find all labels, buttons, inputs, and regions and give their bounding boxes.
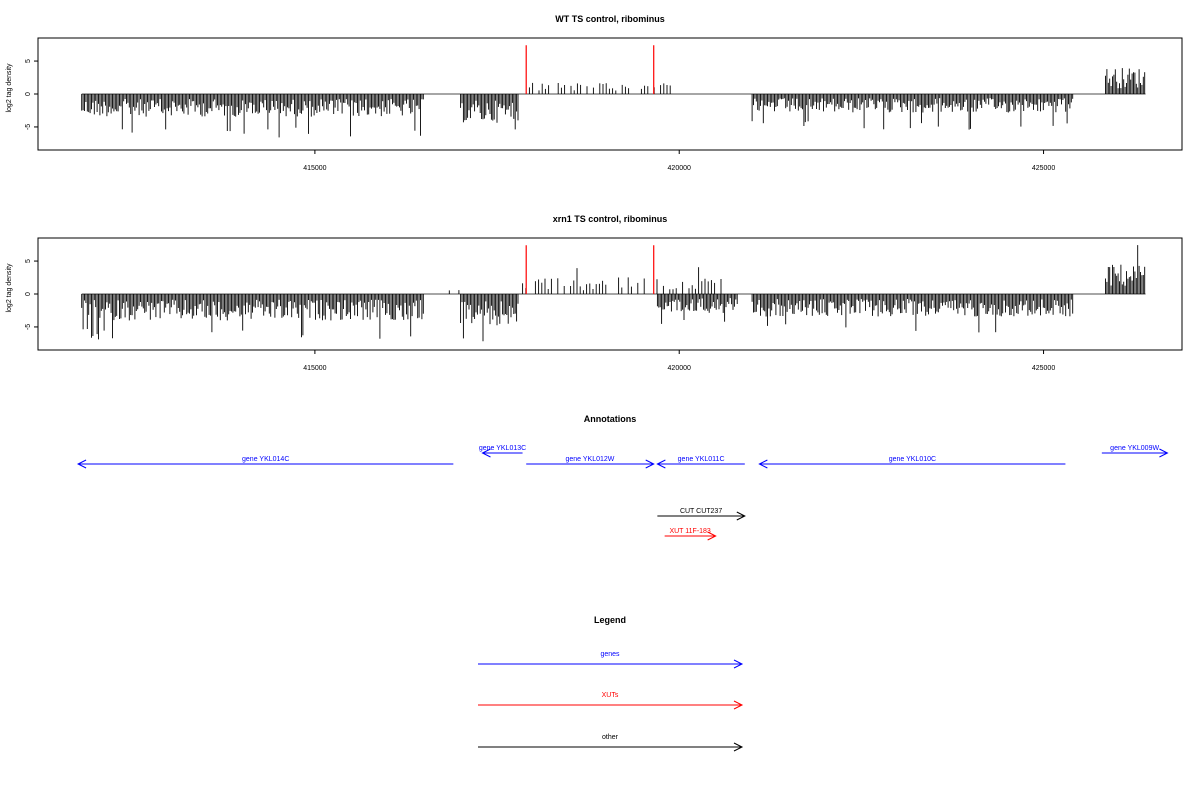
- wt-x-tick-label: 420000: [668, 165, 691, 172]
- wt-x-tick-label: 415000: [303, 165, 326, 172]
- legend-item-other: other: [478, 734, 744, 752]
- feature-gene: gene YKL010C: [758, 456, 1066, 469]
- feature-label: gene YKL012W: [566, 456, 615, 463]
- feature-arrow: [481, 448, 523, 458]
- feature-gene: gene YKL013C: [479, 445, 526, 458]
- feature-xut: XUT 11F-183: [664, 528, 717, 541]
- arrow-head: [733, 742, 744, 752]
- density-series-minus: [656, 294, 738, 324]
- legend-label: XUTs: [602, 692, 619, 699]
- xrn1-plot-area: [34, 237, 1183, 354]
- arrow-head: [733, 700, 744, 710]
- feature-gene: gene YKL014C: [76, 456, 454, 469]
- wt-y-tick-label: 0: [25, 92, 32, 96]
- feature-label: gene YKL013C: [479, 445, 526, 452]
- xrn1-y-tick-label: 0: [25, 292, 32, 296]
- legend-item-xut: XUTs: [478, 692, 744, 710]
- feature-arrow: [656, 459, 745, 469]
- density-series-plus: [1105, 68, 1146, 94]
- density-series-minus: [751, 94, 1074, 130]
- wt-x-tick-labels: 415000 420000 425000: [303, 165, 1055, 172]
- legend-item-gene: genes: [478, 651, 744, 669]
- xrn1-x-tick-labels: 415000 420000 425000: [303, 365, 1055, 372]
- legend-title: Legend: [594, 615, 626, 625]
- feature-arrow: [758, 459, 1066, 469]
- arrow-head: [481, 448, 491, 458]
- wt-x-tick-label: 425000: [1032, 165, 1055, 172]
- density-series-minus: [751, 294, 1074, 333]
- density-series-plus: [1105, 245, 1146, 294]
- density-series-minus: [81, 294, 424, 340]
- arrow-head: [733, 659, 744, 669]
- feature-arrow: [478, 742, 744, 752]
- feature-arrow: [478, 659, 744, 669]
- xrn1-density-panel: xrn1 TS control, ribominus log2 tag dens…: [6, 214, 1183, 372]
- xrn1-x-tick-label: 420000: [668, 365, 691, 372]
- feature-label: gene YKL014C: [242, 456, 289, 463]
- arrow-head: [76, 459, 87, 469]
- feature-arrow: [657, 511, 746, 521]
- feature-arrow: [478, 700, 744, 710]
- wt-plot-area: [34, 37, 1183, 154]
- feature-label: CUT CUT237: [680, 508, 722, 515]
- xrn1-y-tick-label: 5: [25, 259, 32, 263]
- xrn1-y-axis-label: log2 tag density: [6, 263, 13, 313]
- wt-y-tick-labels: -5 0 5: [25, 59, 32, 130]
- density-series-minus: [460, 94, 519, 130]
- feature-other: CUT CUT237: [657, 508, 746, 521]
- feature-list: gene YKL014C gene YKL013C gene YKL012W gene…: [76, 445, 1169, 541]
- legend-label: genes: [600, 651, 620, 658]
- feature-arrow: [664, 531, 717, 541]
- feature-arrow: [526, 459, 655, 469]
- xrn1-y-tick-labels: -5 0 5: [25, 259, 32, 330]
- arrow-head: [645, 459, 655, 469]
- density-series-minus: [81, 94, 424, 138]
- wt-panel-title: WT TS control, ribominus: [555, 14, 665, 24]
- arrow-head: [707, 531, 717, 541]
- legend: Legend genes XUTs other: [478, 615, 744, 752]
- density-series-plus: [522, 267, 722, 294]
- feature-gene: gene YKL011C: [656, 456, 745, 469]
- arrow-head: [656, 459, 666, 469]
- feature-label: XUT 11F-183: [669, 528, 710, 535]
- wt-y-tick-label: -5: [25, 124, 32, 130]
- wt-y-tick-label: 5: [25, 59, 32, 63]
- xrn1-y-tick-label: -5: [25, 324, 32, 330]
- wt-y-axis-label: log2 tag density: [6, 63, 13, 113]
- arrow-head: [758, 459, 768, 469]
- legend-items: genes XUTs other: [478, 651, 744, 752]
- density-series-minus: [460, 294, 519, 342]
- arrow-head: [736, 511, 746, 521]
- feature-label: gene YKL009W: [1110, 445, 1159, 452]
- feature-gene: gene YKL012W: [526, 456, 655, 469]
- legend-label: other: [602, 734, 619, 741]
- arrow-head: [1159, 448, 1169, 458]
- feature-arrow: [1101, 448, 1169, 458]
- density-series-plus: [448, 290, 460, 294]
- feature-label: gene YKL010C: [889, 456, 936, 463]
- feature-gene: gene YKL009W: [1101, 445, 1169, 458]
- feature-label: gene YKL011C: [678, 456, 725, 463]
- feature-arrow: [76, 459, 454, 469]
- density-series-plus: [528, 82, 671, 94]
- xrn1-x-tick-label: 415000: [303, 365, 326, 372]
- xrn1-panel-title: xrn1 TS control, ribominus: [553, 214, 668, 224]
- xrn1-x-tick-label: 425000: [1032, 365, 1055, 372]
- annotations-title: Annotations: [584, 414, 637, 424]
- wt-density-panel: WT TS control, ribominus log2 tag densit…: [6, 14, 1183, 172]
